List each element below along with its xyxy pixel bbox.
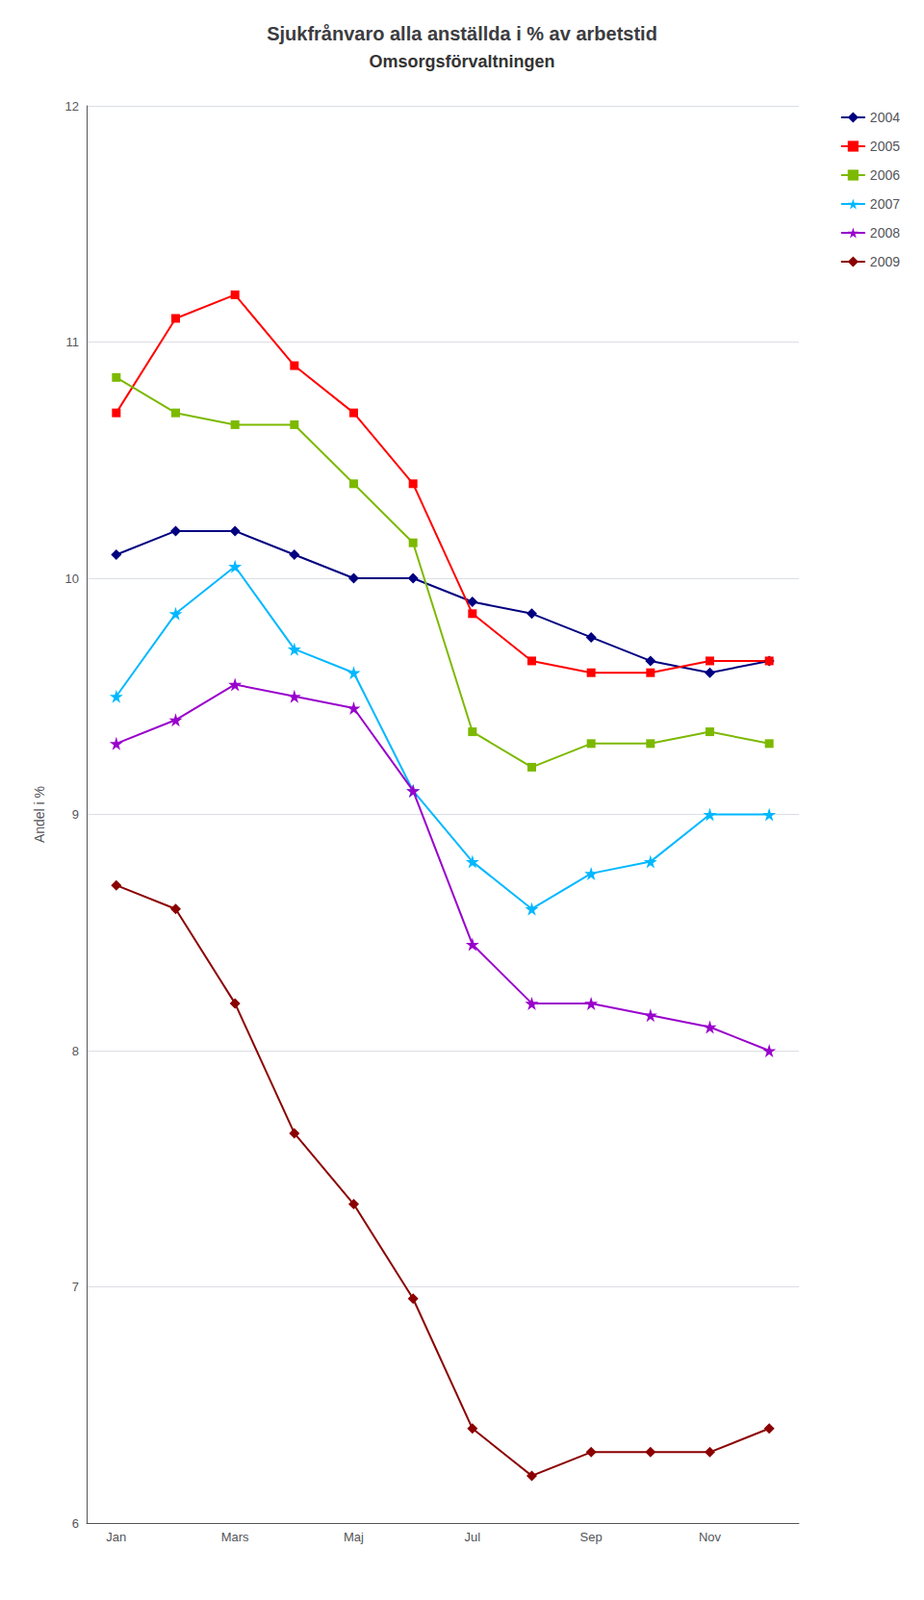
svg-text:12: 12 [65, 99, 79, 114]
svg-text:11: 11 [66, 334, 80, 350]
svg-text:6: 6 [72, 1516, 79, 1532]
svg-text:2005: 2005 [870, 138, 900, 154]
svg-text:Maj: Maj [343, 1530, 364, 1545]
svg-text:Sep: Sep [580, 1530, 603, 1545]
svg-text:2007: 2007 [870, 196, 900, 212]
svg-text:7: 7 [72, 1280, 79, 1295]
svg-text:Mars: Mars [221, 1530, 250, 1545]
svg-text:Jul: Jul [464, 1530, 482, 1545]
svg-text:Jan: Jan [105, 1530, 127, 1545]
svg-text:2009: 2009 [870, 254, 900, 270]
svg-text:Nov: Nov [698, 1530, 722, 1545]
svg-text:Omsorgsförvaltningen: Omsorgsförvaltningen [368, 51, 555, 72]
svg-text:2004: 2004 [870, 109, 900, 126]
svg-text:9: 9 [72, 807, 79, 822]
svg-text:Andel i %: Andel i % [31, 786, 48, 844]
svg-text:2006: 2006 [870, 167, 900, 183]
svg-text:Sjukfrånvaro alla anställda i: Sjukfrånvaro alla anställda i % av arbet… [266, 23, 658, 45]
svg-text:2008: 2008 [870, 225, 900, 241]
svg-text:8: 8 [72, 1044, 79, 1059]
svg-text:10: 10 [65, 571, 79, 587]
